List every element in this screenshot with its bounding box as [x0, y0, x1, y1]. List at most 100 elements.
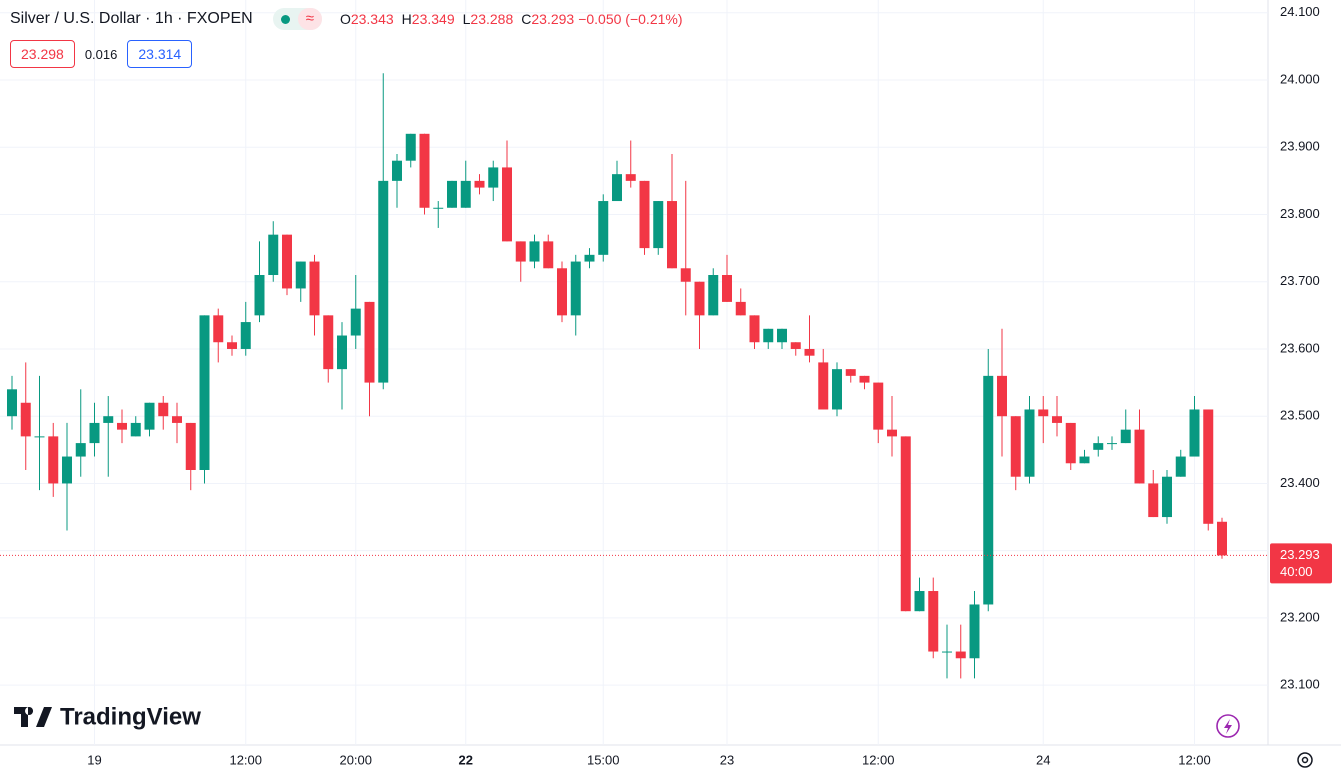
- candle-body: [1120, 429, 1131, 444]
- candle-body: [680, 268, 691, 282]
- ohlc-key: C: [521, 11, 532, 27]
- sell-price[interactable]: 23.298: [10, 40, 75, 68]
- candle-body: [1065, 422, 1076, 464]
- candle-body: [460, 180, 471, 208]
- candle-body: [323, 315, 334, 370]
- candle-body: [859, 375, 870, 383]
- candle-body: [942, 651, 952, 653]
- candle-body: [543, 241, 554, 269]
- lightning-icon[interactable]: [1216, 714, 1240, 738]
- candle-body: [845, 369, 856, 376]
- y-tick-label: 24.100: [1280, 4, 1320, 19]
- candle-body: [1203, 409, 1214, 524]
- candle-body: [337, 335, 347, 370]
- candle-body: [62, 456, 72, 484]
- y-tick-label: 24.000: [1280, 71, 1320, 86]
- candle-body: [900, 436, 911, 612]
- candle-body: [694, 281, 705, 316]
- y-tick-label: 23.500: [1280, 408, 1320, 423]
- candle-body: [144, 402, 155, 430]
- candle-body: [89, 422, 100, 444]
- candle-body: [502, 167, 512, 242]
- candle-body: [763, 328, 774, 343]
- x-tick-label: 12:00: [862, 752, 895, 767]
- candle-body: [7, 389, 17, 417]
- brand-icon: [14, 707, 52, 727]
- brand-logo[interactable]: TradingView: [14, 703, 201, 730]
- candle-body: [722, 275, 732, 302]
- candle-body: [653, 201, 664, 249]
- candle-body: [1010, 416, 1021, 477]
- price-tag: [1270, 543, 1332, 584]
- candle-body: [625, 174, 636, 181]
- x-tick-label: 19: [87, 752, 101, 767]
- price-tag-value: 23.293: [1280, 547, 1320, 562]
- candle-body: [1052, 416, 1062, 423]
- ohlc-value: 23.343: [350, 11, 394, 27]
- ohlc-key: L: [462, 11, 471, 27]
- candle-body: [749, 315, 760, 343]
- candle-body: [832, 369, 842, 410]
- candle-body: [48, 436, 59, 484]
- candle-body: [598, 201, 609, 255]
- candle-body: [433, 207, 444, 209]
- settings-icon-center: [1301, 756, 1309, 764]
- candle-body: [364, 301, 375, 383]
- candle-body: [1024, 409, 1035, 477]
- candle-body: [1162, 476, 1172, 518]
- candle-body: [584, 254, 595, 262]
- y-tick-label: 23.200: [1280, 609, 1320, 624]
- x-tick-label: 24: [1036, 752, 1050, 767]
- brand-name: TradingView: [60, 703, 201, 730]
- x-tick-label: 22: [459, 752, 473, 767]
- candle-body: [378, 180, 389, 383]
- ohlc-value: 23.349: [411, 11, 455, 27]
- y-tick-label: 23.400: [1280, 475, 1320, 490]
- candle-body: [474, 180, 485, 188]
- candle-body: [488, 167, 499, 188]
- header: Silver / U.S. Dollar · 1h · FXOPEN ≈ O 23…: [10, 8, 687, 30]
- candle-body: [213, 315, 224, 343]
- symbol-title[interactable]: Silver / U.S. Dollar · 1h · FXOPEN: [10, 10, 253, 27]
- x-tick-label: 23: [720, 752, 734, 767]
- candle-body: [1038, 409, 1049, 417]
- candle-body: [199, 315, 210, 470]
- candle-body: [268, 234, 279, 276]
- candle-body: [804, 348, 815, 356]
- candle-body: [240, 322, 251, 349]
- y-tick-label: 23.900: [1280, 139, 1320, 154]
- candle-body: [515, 241, 526, 262]
- ohlc-value: 23.288: [470, 11, 514, 27]
- candle-body: [103, 416, 114, 423]
- candle-body: [708, 275, 719, 316]
- candle-body: [914, 591, 925, 612]
- y-tick-label: 23.600: [1280, 340, 1320, 355]
- candle-body: [818, 362, 829, 410]
- ohlc-key: O: [339, 11, 351, 27]
- settings-icon[interactable]: [1297, 752, 1313, 768]
- candle-body: [529, 241, 540, 262]
- candle-body: [969, 604, 980, 659]
- candle-body: [227, 342, 237, 349]
- candle-body: [392, 160, 402, 181]
- candle-body: [997, 375, 1007, 417]
- candle-body: [20, 402, 31, 437]
- x-tick-label: 20:00: [339, 752, 372, 767]
- candle-body: [735, 301, 746, 316]
- candle-body: [405, 133, 416, 161]
- market-status[interactable]: ≈: [272, 8, 322, 30]
- candle-body: [557, 268, 567, 316]
- candle-body: [1107, 443, 1117, 445]
- candle-body: [570, 261, 581, 316]
- candle-body: [887, 429, 897, 437]
- candle-body: [254, 275, 265, 316]
- candle-body: [172, 416, 182, 423]
- ohlc-value: 23.293: [531, 11, 575, 27]
- x-tick-label: 15:00: [587, 752, 620, 767]
- buy-price[interactable]: 23.314: [127, 40, 193, 68]
- candle-body: [612, 174, 622, 202]
- status-icon: ≈: [297, 8, 322, 30]
- candle-body: [419, 133, 430, 208]
- candle-body: [130, 422, 141, 437]
- candle-body: [1175, 456, 1186, 477]
